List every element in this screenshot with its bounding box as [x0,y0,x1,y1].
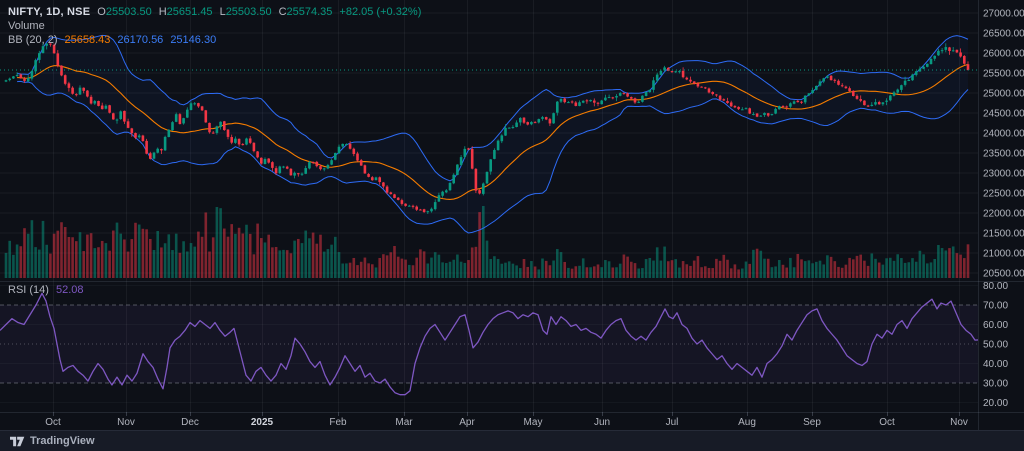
high-value: 25651.45 [166,6,213,18]
rsi-band-fill [0,305,978,383]
close-value: 25574.35 [286,6,333,18]
low-value: 25503.50 [225,6,272,18]
tradingview-logo-icon [10,436,25,446]
volume-label: Volume [8,20,45,32]
price-tick-label: 26500.00 [983,29,1024,40]
bb-upper-value: 26170.56 [117,34,164,46]
time-tick-label: Sep [803,417,821,428]
price-tick-label: 27000.00 [983,9,1024,20]
price-tick-label: 22500.00 [983,189,1024,200]
symbol-row[interactable]: NIFTY, 1D, NSE O25503.50 H25651.45 L2550… [8,5,421,19]
rsi-tick-label: 80.00 [983,281,1008,292]
rsi-tick-label: 50.00 [983,340,1008,351]
high-label: H [158,6,167,18]
time-tick-label: Feb [329,417,347,428]
rsi-legend-row[interactable]: RSI (14) 52.08 [8,284,84,296]
rsi-tick-label: 60.00 [983,320,1008,331]
price-tick-label: 23000.00 [983,169,1024,180]
symbol-legend: NIFTY, 1D, NSE O25503.50 H25651.45 L2550… [8,5,421,47]
bb-label: BB (20, 2) [8,34,58,46]
time-tick-label: May [524,417,543,428]
rsi-tick-label: 20.00 [983,398,1008,409]
price-tick-label: 26000.00 [983,49,1024,60]
time-tick-label: Dec [181,417,199,428]
bb-basis-line [17,63,969,200]
tradingview-attribution-link[interactable]: TradingView [10,435,95,448]
bb-legend-row[interactable]: BB (20, 2) 25658.43 26170.56 25146.30 [8,33,421,47]
chart-canvas[interactable]: 27000.00 26500.00 26000.00 25500.00 25000.00… [0,0,1024,430]
rsi-label: RSI (14) [8,284,49,296]
price-tick-label: 21500.00 [983,229,1024,240]
rsi-pane[interactable] [0,292,978,396]
time-tick-label: Oct [45,417,61,428]
price-axis[interactable]: 26170.5625658.4325574.3525146.3052.08 [978,0,1024,430]
price-tick-label: 25500.00 [983,69,1024,80]
time-tick-label: Aug [738,417,756,428]
price-tick-label: 23500.00 [983,149,1024,160]
price-tick-label: 24000.00 [983,129,1024,140]
close-label: C [278,6,287,18]
volume-bars [4,206,970,278]
symbol-title[interactable]: NIFTY, 1D, NSE [8,6,91,18]
change-value: +82.05 (+0.32%) [339,6,422,18]
price-tick-label: 20500.00 [983,269,1024,280]
time-tick-label: Jun [594,417,610,428]
bottom-toolbar: TradingView [0,430,1024,451]
bb-fill-area [17,35,969,233]
grid-layer [0,0,978,412]
rsi-tick-label: 70.00 [983,301,1008,312]
candles-layer [4,42,970,215]
ohlc-values: O25503.50 H25651.45 L25503.50 C25574.35 [97,5,332,19]
low-label: L [219,6,226,18]
time-tick-label: Nov [117,417,135,428]
brand-label: TradingView [30,435,95,447]
open-label: O [97,6,106,18]
open-value: 25503.50 [105,6,152,18]
price-pane[interactable] [0,34,978,278]
volume-legend-row[interactable]: Volume [8,19,421,33]
price-tick-label: 21000.00 [983,249,1024,260]
price-tick-label: 25000.00 [983,89,1024,100]
bb-lower-value: 25146.30 [170,34,217,46]
time-tick-label: Nov [950,417,968,428]
axis-labels: 27000.00 26500.00 26000.00 25500.00 25000.00… [45,9,1024,429]
price-tick-label: 24500.00 [983,109,1024,120]
rsi-tick-label: 30.00 [983,379,1008,390]
rsi-value-text: 52.08 [55,284,84,296]
price-tick-label: 22000.00 [983,209,1024,220]
time-tick-label: Jul [666,417,679,428]
time-tick-label: 2025 [251,417,274,428]
rsi-tick-label: 40.00 [983,359,1008,370]
time-tick-label: Mar [395,417,413,428]
time-tick-label: Apr [459,417,475,428]
bb-basis-value: 25658.43 [64,34,111,46]
bb-lower-line [17,80,969,234]
rsi-line [0,292,978,396]
time-tick-label: Oct [879,417,895,428]
time-axis[interactable] [0,412,978,430]
